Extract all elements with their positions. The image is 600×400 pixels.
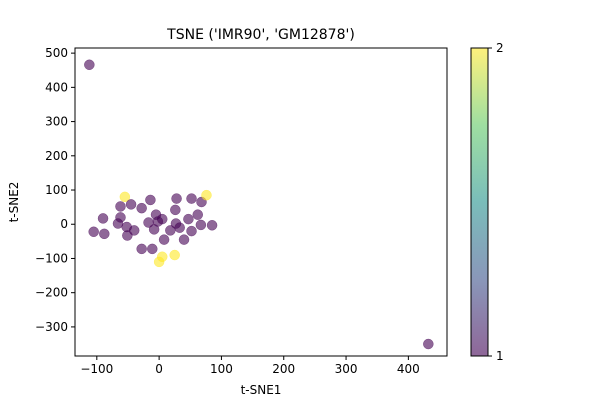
scatter-point-1 [423,338,434,350]
scatter-point-22 [156,251,168,263]
x-tick-label-3: 200 [272,362,295,376]
scatter-point-14 [136,243,147,255]
colorbar-gradient [471,48,488,356]
scatter-point-12 [128,225,140,236]
scatter-point-35 [192,209,204,220]
scatter-point-0 [84,59,95,71]
scatter-point-3 [97,213,109,224]
y-tick-label-4: 100 [45,183,68,197]
x-tick-label-5: 400 [397,362,420,376]
scatter-point-8 [119,191,131,203]
y-tick-label-1: −200 [35,286,68,300]
x-tick-label-1: 0 [155,362,163,376]
scatter-point-24 [158,234,170,245]
scatter-point-13 [136,202,147,214]
scatter-point-36 [195,219,207,231]
axes-background [75,48,447,356]
colorbar: 12 [470,41,504,363]
y-tick-label-3: 0 [60,217,68,231]
scatter-point-11 [125,199,137,210]
x-axis-label: t-SNE1 [241,383,282,397]
scatter-point-27 [170,204,181,216]
y-tick-label-0: −300 [35,320,68,334]
scatter-point-16 [145,194,156,206]
scatter-point-38 [201,189,212,201]
x-tick-label-2: 100 [210,362,233,376]
scatter-point-7 [115,212,126,223]
scatter-point-4 [99,228,110,240]
scatter-point-39 [206,220,218,231]
colorbar-tick-label-1: 2 [496,41,504,55]
x-axis: −100 0 100 200 300 400 [80,356,420,376]
y-tick-label-6: 300 [45,115,68,129]
scatter-point-31 [178,234,190,245]
scatter-point-2 [88,226,99,238]
colorbar-ticks: 12 [488,41,504,363]
scatter-point-6 [115,201,126,212]
y-tick-label-7: 400 [45,80,68,94]
colorbar-frame [470,47,489,357]
scatter-point-23 [156,213,168,225]
axes-frame [74,47,448,357]
chart-title: TSNE ('IMR90', 'GM12878') [166,27,355,43]
x-tick-label-4: 300 [335,362,358,376]
plot-area: −100 0 100 200 300 400 −300 −200 −100 0 100 200 300… [35,46,448,376]
x-tick-label-0: −100 [80,362,113,376]
colorbar-tick-label-0: 1 [496,349,504,363]
scatter-point-32 [183,213,194,225]
y-axis-label: t-SNE2 [7,182,21,223]
y-tick-label-5: 200 [45,149,68,163]
points-layer [84,59,434,350]
scatter-point-29 [171,193,182,204]
y-tick-label-2: −100 [35,251,68,265]
scatter-point-34 [186,225,197,237]
scatter-point-17 [147,243,158,255]
scatter-point-26 [169,249,180,261]
y-axis: −300 −200 −100 0 100 200 300 400 500 [35,46,75,334]
scatter-point-33 [186,193,197,204]
scatter-point-30 [174,222,185,233]
y-tick-label-8: 500 [45,46,68,60]
